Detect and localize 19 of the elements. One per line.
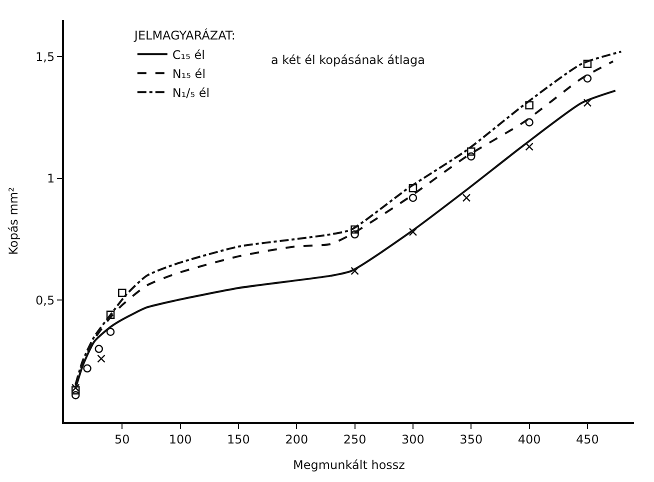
annotation: a két él kopásának átlaga bbox=[271, 53, 426, 67]
x-axis-title: Megmunkált hossz bbox=[293, 458, 405, 472]
y-tick-label: 1 bbox=[46, 172, 55, 186]
x-tick-label: 150 bbox=[227, 432, 250, 446]
legend-label: N₁/₅ él bbox=[172, 86, 210, 100]
y-tick-label: 1,5 bbox=[36, 50, 55, 64]
x-tick-label: 300 bbox=[402, 432, 424, 446]
legend-label: C₁₅ él bbox=[172, 48, 205, 62]
x-tick-label: 50 bbox=[114, 432, 130, 446]
x-tick-label: 200 bbox=[285, 432, 308, 446]
x-tick-label: 400 bbox=[518, 432, 541, 446]
y-axis-title: Kopás mm² bbox=[6, 186, 20, 255]
x-tick-label: 450 bbox=[576, 432, 599, 446]
legend-label: N₁₅ él bbox=[172, 66, 206, 81]
legend-title: JELMAGYARÁZAT: bbox=[133, 28, 236, 43]
x-tick-label: 250 bbox=[343, 432, 366, 446]
y-tick-label: 0,5 bbox=[36, 293, 55, 308]
x-tick-label: 350 bbox=[460, 432, 483, 446]
x-tick-label: 100 bbox=[168, 432, 192, 446]
